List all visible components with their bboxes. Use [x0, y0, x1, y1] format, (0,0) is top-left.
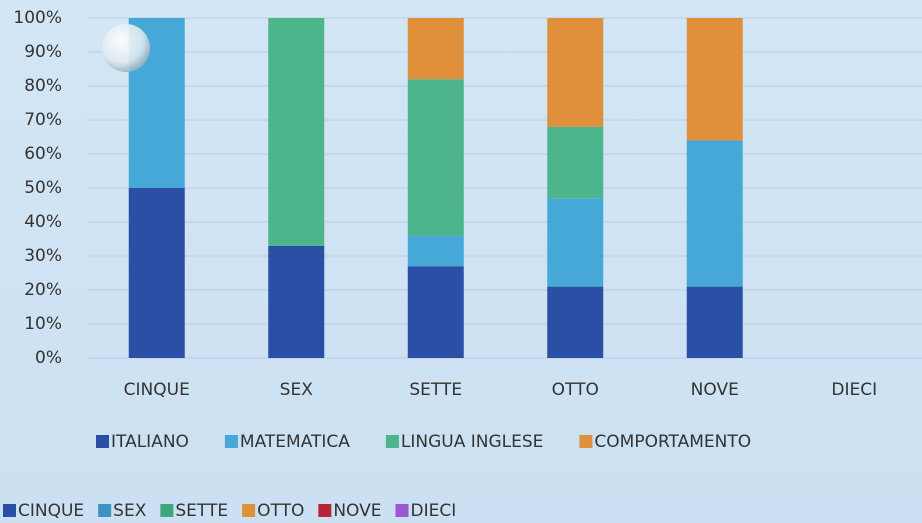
y-tick-label: 10% — [24, 314, 62, 334]
y-tick-label: 80% — [24, 76, 62, 96]
bar-segment — [407, 235, 464, 267]
legend-swatch — [242, 504, 256, 517]
legend-swatch — [579, 435, 593, 448]
y-tick-label: 30% — [24, 246, 62, 266]
legend-label: SETTE — [175, 501, 228, 521]
bar-segment — [128, 188, 185, 358]
legend-label: ITALIANO — [111, 432, 189, 452]
legend-swatch — [224, 435, 238, 448]
decoration — [102, 24, 150, 72]
bar-segment — [407, 18, 464, 80]
legend-label: LINGUA INGLESE — [401, 432, 544, 452]
y-tick-label: 0% — [35, 348, 62, 368]
y-tick-label: 70% — [24, 110, 62, 130]
y-tick-label: 20% — [24, 280, 62, 300]
y-tick-label: 50% — [24, 178, 62, 198]
legend-label: SEX — [113, 501, 147, 521]
bar-segment — [547, 286, 604, 358]
legend-swatch — [3, 504, 16, 517]
bar-segment — [686, 18, 743, 141]
x-tick-label: SEX — [280, 380, 314, 400]
bar-segment — [268, 18, 325, 246]
bar-segment — [547, 18, 604, 127]
legend-swatch — [385, 435, 399, 448]
bar-segment — [407, 266, 464, 358]
x-tick-label: SETTE — [409, 380, 462, 400]
y-tick-label: 40% — [24, 212, 62, 232]
legend-label: CINQUE — [18, 501, 84, 521]
y-tick-label: 100% — [13, 8, 62, 28]
x-tick-label: NOVE — [691, 380, 739, 400]
legend-label: DIECI — [411, 501, 457, 521]
legend-label: OTTO — [257, 501, 304, 521]
bar-segment — [686, 286, 743, 358]
bar-segment — [547, 198, 604, 287]
legend-swatch — [395, 504, 409, 517]
legend-swatch — [318, 504, 332, 517]
y-tick-label: 90% — [24, 42, 62, 62]
bar-segment — [407, 79, 464, 236]
legend-swatch — [98, 504, 112, 517]
legend-label: NOVE — [333, 501, 381, 521]
bar-segment — [268, 245, 325, 358]
x-tick-label: DIECI — [831, 380, 877, 400]
y-tick-label: 60% — [24, 144, 62, 164]
x-tick-label: OTTO — [552, 380, 599, 400]
legend-label: COMPORTAMENTO — [594, 432, 751, 452]
legend-label: MATEMATICA — [240, 432, 350, 452]
legend-swatch — [96, 435, 109, 448]
bar-segment — [686, 140, 743, 287]
x-tick-label: CINQUE — [124, 380, 190, 400]
bar-segment — [547, 126, 604, 199]
legend-swatch — [160, 504, 174, 517]
